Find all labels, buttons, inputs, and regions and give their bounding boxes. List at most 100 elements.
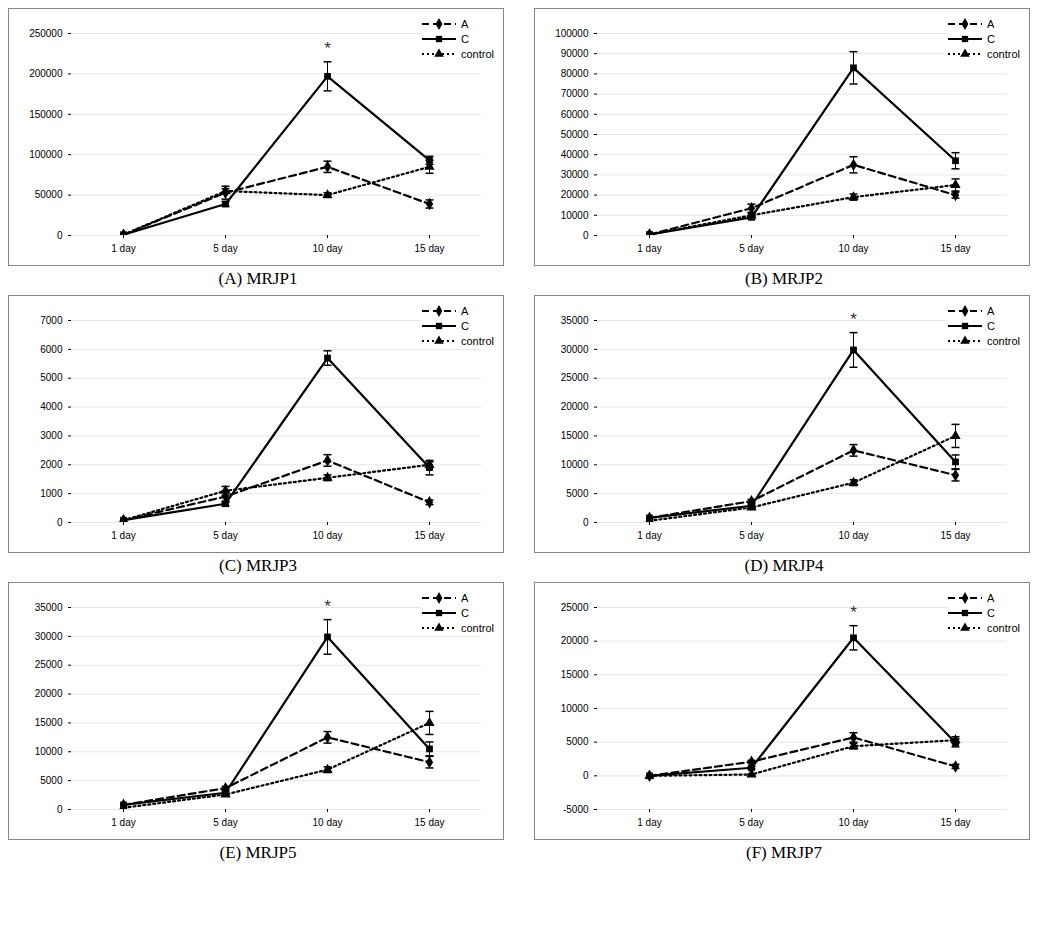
svg-text:5 day: 5 day: [213, 530, 237, 541]
svg-text:20000: 20000: [35, 688, 63, 699]
svg-text:5 day: 5 day: [739, 817, 763, 828]
svg-text:0: 0: [583, 230, 589, 241]
svg-text:*: *: [850, 310, 857, 329]
svg-text:1 day: 1 day: [111, 530, 135, 541]
svg-text:30000: 30000: [561, 169, 589, 180]
svg-text:20000: 20000: [561, 189, 589, 200]
svg-text:25000: 25000: [35, 659, 63, 670]
svg-text:30000: 30000: [561, 344, 589, 355]
svg-text:15000: 15000: [561, 430, 589, 441]
svg-text:200000: 200000: [29, 68, 63, 79]
html-text:(C) MRJP3: (C) MRJP3: [219, 556, 297, 575]
svg-text:250000: 250000: [29, 28, 63, 39]
html-text:A: A: [987, 591, 995, 604]
html-text:control: control: [987, 621, 1020, 634]
svg-text:35000: 35000: [35, 602, 63, 613]
svg-text:10 day: 10 day: [312, 530, 342, 541]
svg-text:5000: 5000: [40, 372, 63, 383]
svg-text:1 day: 1 day: [111, 817, 135, 828]
svg-text:6000: 6000: [40, 344, 63, 355]
svg-text:0: 0: [57, 230, 63, 241]
svg-text:10000: 10000: [561, 703, 589, 714]
svg-text:10000: 10000: [35, 746, 63, 757]
svg-text:15 day: 15 day: [414, 243, 444, 254]
html-text:A: A: [987, 17, 995, 30]
svg-text:5 day: 5 day: [739, 243, 763, 254]
svg-text:5 day: 5 day: [213, 243, 237, 254]
svg-text:80000: 80000: [561, 68, 589, 79]
html-text:control: control: [461, 621, 494, 634]
svg-text:90000: 90000: [561, 48, 589, 59]
svg-text:4000: 4000: [40, 401, 63, 412]
svg-text:1000: 1000: [40, 488, 63, 499]
svg-text:10 day: 10 day: [838, 243, 868, 254]
svg-text:15 day: 15 day: [940, 530, 970, 541]
svg-text:50000: 50000: [561, 129, 589, 140]
html-text:(A) MRJP1: (A) MRJP1: [218, 269, 298, 288]
html-text:(E) MRJP5: (E) MRJP5: [219, 843, 297, 862]
svg-text:0: 0: [583, 517, 589, 528]
svg-text:5000: 5000: [566, 488, 589, 499]
html-text:control: control: [461, 47, 494, 60]
svg-text:10 day: 10 day: [838, 530, 868, 541]
svg-text:150000: 150000: [29, 109, 63, 120]
svg-text:50000: 50000: [35, 189, 63, 200]
html-text:A: A: [461, 17, 469, 30]
svg-text:1 day: 1 day: [111, 243, 135, 254]
svg-text:20000: 20000: [561, 401, 589, 412]
svg-text:30000: 30000: [35, 631, 63, 642]
html-text:C: C: [987, 32, 995, 45]
svg-text:15 day: 15 day: [940, 817, 970, 828]
html-text:(D) MRJP4: (D) MRJP4: [744, 556, 824, 575]
svg-text:100000: 100000: [555, 28, 589, 39]
svg-text:5 day: 5 day: [739, 530, 763, 541]
html-text:C: C: [987, 606, 995, 619]
html-text:C: C: [461, 606, 469, 619]
html-text:C: C: [461, 32, 469, 45]
svg-text:1 day: 1 day: [637, 530, 661, 541]
svg-text:1 day: 1 day: [637, 243, 661, 254]
svg-text:0: 0: [57, 804, 63, 815]
html-text:(F) MRJP7: (F) MRJP7: [746, 843, 822, 862]
html-text:A: A: [461, 304, 469, 317]
svg-text:15 day: 15 day: [940, 243, 970, 254]
svg-text:10 day: 10 day: [312, 817, 342, 828]
svg-text:*: *: [324, 597, 331, 616]
svg-text:35000: 35000: [561, 315, 589, 326]
svg-text:10 day: 10 day: [838, 817, 868, 828]
svg-text:25000: 25000: [561, 602, 589, 613]
svg-text:25000: 25000: [561, 372, 589, 383]
html-text:C: C: [461, 319, 469, 332]
svg-text:15 day: 15 day: [414, 817, 444, 828]
svg-text:10000: 10000: [561, 459, 589, 470]
svg-text:70000: 70000: [561, 88, 589, 99]
html-text:control: control: [461, 334, 494, 347]
svg-text:0: 0: [583, 770, 589, 781]
svg-text:40000: 40000: [561, 149, 589, 160]
svg-text:20000: 20000: [561, 635, 589, 646]
svg-text:100000: 100000: [29, 149, 63, 160]
svg-text:1 day: 1 day: [637, 817, 661, 828]
svg-text:7000: 7000: [40, 315, 63, 326]
svg-text:15000: 15000: [561, 669, 589, 680]
html-text:(B) MRJP2: (B) MRJP2: [745, 269, 823, 288]
html-text:C: C: [987, 319, 995, 332]
svg-text:3000: 3000: [40, 430, 63, 441]
svg-text:*: *: [324, 39, 331, 58]
html-text:control: control: [987, 47, 1020, 60]
html-text:A: A: [987, 304, 995, 317]
svg-text:0: 0: [57, 517, 63, 528]
svg-text:-5000: -5000: [563, 804, 589, 815]
html-text:A: A: [461, 591, 469, 604]
svg-text:*: *: [850, 603, 857, 622]
svg-text:10000: 10000: [561, 210, 589, 221]
svg-text:5000: 5000: [566, 736, 589, 747]
svg-text:15000: 15000: [35, 717, 63, 728]
svg-text:5 day: 5 day: [213, 817, 237, 828]
svg-text:10 day: 10 day: [312, 243, 342, 254]
svg-text:5000: 5000: [40, 775, 63, 786]
svg-text:60000: 60000: [561, 109, 589, 120]
svg-text:2000: 2000: [40, 459, 63, 470]
html-text:control: control: [987, 334, 1020, 347]
svg-text:15 day: 15 day: [414, 530, 444, 541]
